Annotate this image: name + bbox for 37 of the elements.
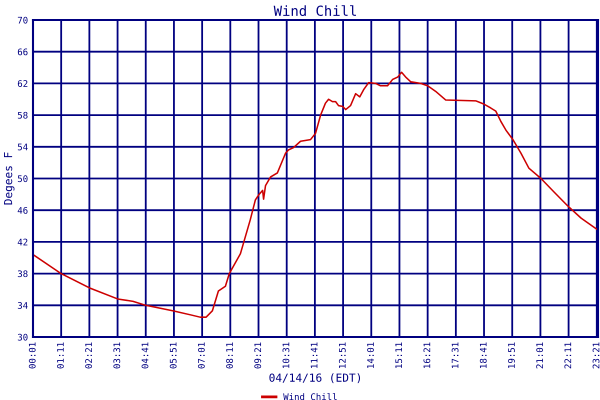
x-tick-label: 02:21 [85,342,92,368]
x-tick-label: 21:01 [536,342,544,368]
y-tick-label: 54 [18,144,28,150]
y-tick-label: 50 [18,175,28,182]
x-tick-label: 16:21 [423,342,430,368]
x-tick-label: 01:11 [56,342,64,368]
x-tick-label: 10:31 [282,342,290,368]
x-tick-label: 07:01 [198,342,205,368]
y-tick-label: 66 [18,48,28,56]
x-tick-label: 03:31 [113,342,120,368]
legend-label: Wind Chill [283,393,337,400]
x-tick-label: 09:21 [254,342,262,368]
chart-title: Wind Chill [274,5,356,16]
x-tick-label: 22:11 [564,342,572,368]
x-tick-label: 19:51 [508,342,515,368]
x-tick-label: 05:51 [170,342,177,368]
x-tick-label: 11:41 [310,342,318,368]
x-axis-title: 04/14/16 (EDT) [269,373,360,384]
y-tick-label: 46 [18,206,28,214]
y-tick-label: 42 [18,238,28,246]
y-tick-label: 62 [18,80,28,87]
x-tick-label: 14:01 [367,342,374,368]
x-tick-label: 15:11 [395,342,402,368]
x-tick-label: 12:51 [338,342,346,368]
y-tick-label: 38 [18,270,28,278]
y-tick-label: 58 [18,112,28,119]
y-tick-label: 30 [18,334,28,341]
x-tick-label: 18:41 [480,342,487,368]
y-tick-label: 34 [18,302,28,309]
x-tick-label: 08:11 [226,342,233,368]
y-axis-title: Degees F [4,152,14,205]
x-tick-label: 17:31 [452,342,458,368]
y-tick-label: 70 [18,16,28,24]
line-series [33,72,598,318]
x-tick-label: 00:01 [28,342,36,368]
x-tick-label: 04:41 [142,342,148,368]
x-tick-label: 23:21 [592,342,600,368]
